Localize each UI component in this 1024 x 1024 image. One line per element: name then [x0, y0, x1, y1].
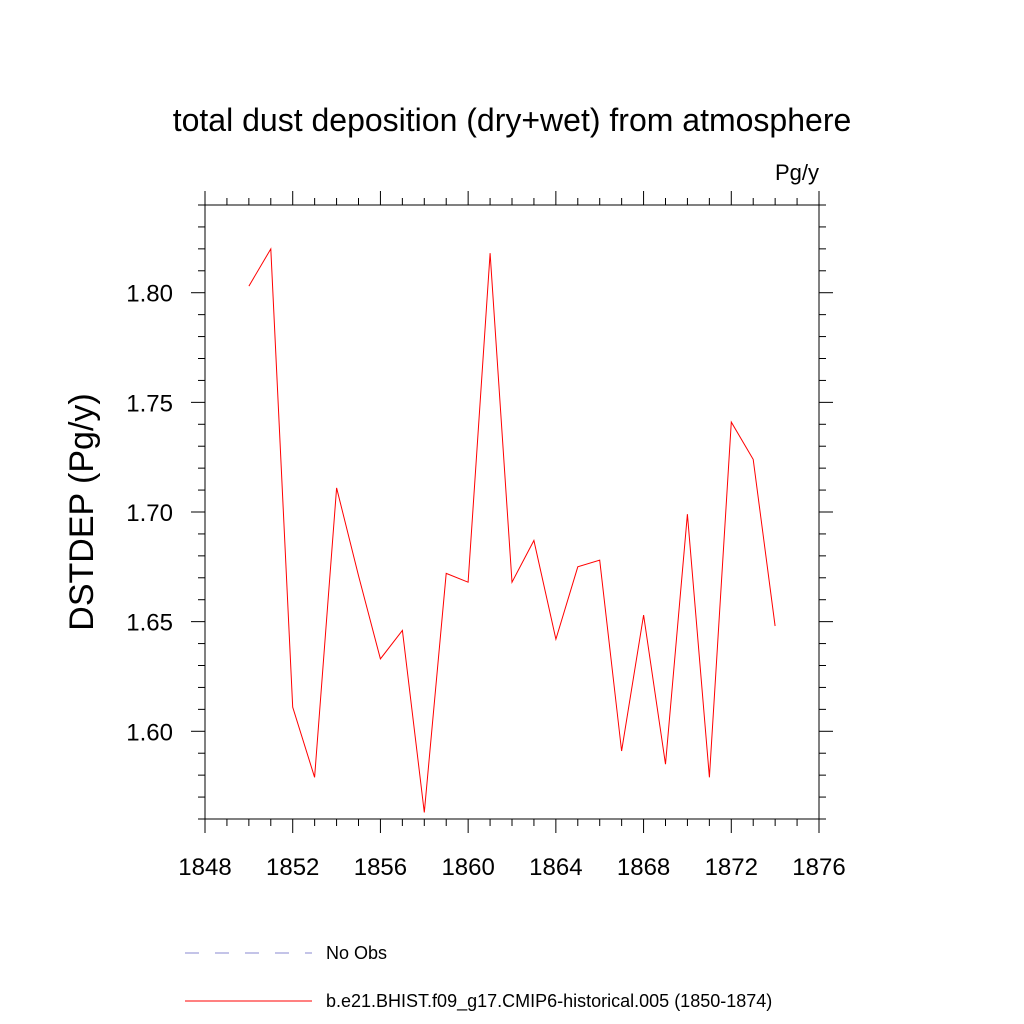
x-tick-label: 1860	[441, 854, 494, 881]
axis-ticks	[191, 191, 833, 833]
y-tick-label: 1.80	[126, 281, 173, 308]
legend-label-no-obs: No Obs	[326, 943, 387, 963]
axis-tick-labels: 1848 1852 1856 1860 1864 1868 1872 1876 1.60 1.65…	[126, 281, 845, 881]
plot-frame	[204, 204, 820, 820]
x-tick-label: 1848	[178, 854, 231, 881]
y-tick-label: 1.75	[126, 390, 173, 417]
chart-title: total dust deposition (dry+wet) from atm…	[173, 102, 852, 138]
x-tick-label: 1868	[617, 854, 670, 881]
x-tick-label: 1872	[705, 854, 758, 881]
y-tick-label: 1.65	[126, 610, 173, 637]
y-tick-label: 1.70	[126, 500, 173, 527]
series-line	[248, 247, 776, 813]
x-tick-label: 1856	[354, 854, 407, 881]
x-tick-label: 1864	[529, 854, 582, 881]
series-layer	[248, 247, 776, 813]
y-axis-label: DSTDEP (Pg/y)	[63, 393, 101, 630]
x-tick-label: 1876	[792, 854, 845, 881]
x-tick-label: 1852	[266, 854, 319, 881]
units-label: Pg/y	[775, 160, 819, 185]
legend-label-model: b.e21.BHIST.f09_g17.CMIP6-historical.005…	[326, 991, 772, 1012]
y-tick-label: 1.60	[126, 719, 173, 746]
legend: No Obs b.e21.BHIST.f09_g17.CMIP6-histori…	[185, 943, 772, 1012]
